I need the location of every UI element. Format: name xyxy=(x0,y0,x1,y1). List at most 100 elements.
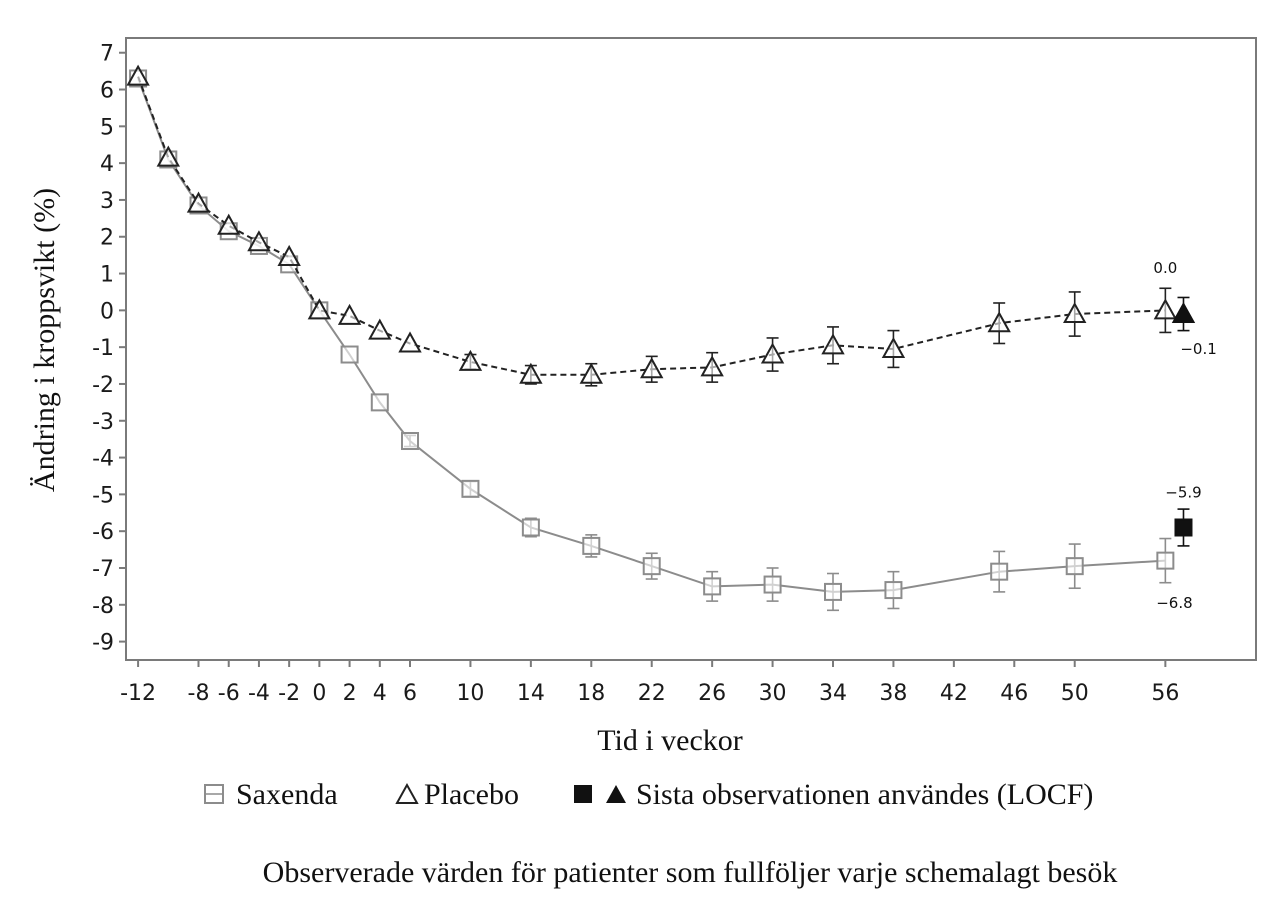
data-point-triangle xyxy=(1153,298,1178,320)
y-tick-label: 3 xyxy=(100,189,114,214)
x-tick-label: -6 xyxy=(218,681,240,706)
chart-caption: Observerade värden för patienter som ful… xyxy=(263,856,1118,889)
x-tick-label: 26 xyxy=(698,681,726,706)
data-point-square xyxy=(1156,551,1175,570)
data-point-triangle xyxy=(640,357,664,379)
x-tick-label: 18 xyxy=(577,681,605,706)
data-point-triangle xyxy=(126,64,150,86)
y-tick-label: 2 xyxy=(100,226,114,251)
x-tick-label: -8 xyxy=(188,681,210,706)
data-point-triangle xyxy=(579,362,603,384)
data-point-square xyxy=(582,536,601,555)
series-line xyxy=(137,76,1166,376)
series-placebo xyxy=(126,64,1178,387)
legend-symbol-filled-square xyxy=(574,785,592,803)
legend: Saxenda Placebo Sista observationen anvä… xyxy=(204,778,1093,811)
x-tick-label: 2 xyxy=(343,681,357,706)
x-tick-label: 10 xyxy=(456,681,484,706)
legend-item-locf: Sista observationen användes (LOCF) xyxy=(574,778,1093,811)
legend-label-locf: Sista observationen användes (LOCF) xyxy=(636,778,1093,811)
x-tick-label: 46 xyxy=(1000,681,1028,706)
value-annotation: −0.1 xyxy=(1180,340,1216,358)
y-tick-label: -6 xyxy=(92,520,114,545)
x-tick-label: 0 xyxy=(312,681,326,706)
data-point-triangle xyxy=(987,311,1011,333)
legend-symbol-filled-triangle xyxy=(606,785,626,803)
series-locf xyxy=(1171,296,1196,547)
legend-item-saxenda: Saxenda xyxy=(204,778,338,811)
data-point-triangle xyxy=(519,362,543,384)
data-point-triangle xyxy=(700,355,724,377)
data-point-square xyxy=(1065,557,1084,576)
y-tick-label: -8 xyxy=(92,594,114,619)
data-point-triangle xyxy=(458,349,483,371)
y-tick-label: 4 xyxy=(100,152,114,177)
data-point-triangle xyxy=(307,298,332,320)
y-tick-label: -9 xyxy=(92,631,114,656)
y-tick-label: 6 xyxy=(100,79,114,104)
series-layer xyxy=(126,64,1196,612)
x-tick-label: 56 xyxy=(1151,681,1179,706)
x-tick-label: -2 xyxy=(278,681,300,706)
data-point-triangle xyxy=(1063,301,1087,324)
legend-symbol-open-triangle xyxy=(395,782,419,804)
data-point-triangle xyxy=(881,336,906,358)
y-tick-label: -4 xyxy=(92,447,114,472)
x-tick-label: 14 xyxy=(517,681,545,706)
x-axis-ticks: -12 -8 -6 -4 -2 0 2 4 6 10 14 18 22 26 30 34 38 42 46 50 56 xyxy=(120,660,1179,706)
data-point-square xyxy=(521,518,540,537)
x-tick-label: -4 xyxy=(248,681,270,706)
data-point-square xyxy=(824,582,843,601)
y-tick-label: 5 xyxy=(100,115,114,140)
y-tick-label: -7 xyxy=(92,557,114,582)
y-axis-label: Ändring i kroppsvikt (%) xyxy=(28,188,61,492)
data-point-triangle xyxy=(217,213,241,235)
data-point-square xyxy=(703,577,722,596)
data-point-square xyxy=(461,479,480,498)
y-tick-label: 7 xyxy=(100,42,114,67)
y-tick-label: -3 xyxy=(92,410,114,435)
y-tick-label: -2 xyxy=(92,373,114,398)
x-tick-label: 38 xyxy=(879,681,907,706)
y-tick-label: 0 xyxy=(100,299,114,324)
data-point-square xyxy=(763,575,782,594)
x-axis-label: Tid i veckor xyxy=(597,724,743,757)
data-point-triangle xyxy=(821,333,845,355)
legend-label-placebo: Placebo xyxy=(424,778,519,811)
data-point-triangle xyxy=(760,342,785,364)
legend-item-placebo: Placebo xyxy=(395,778,519,811)
y-axis-ticks: 7 6 5 4 3 2 1 0 -1 -2 -3 -4 -5 -6 -7 -8 -9 xyxy=(92,42,126,656)
data-point-triangle xyxy=(277,244,301,266)
y-tick-label: -1 xyxy=(92,336,114,361)
x-tick-label: 50 xyxy=(1061,681,1089,706)
value-annotation: 0.0 xyxy=(1153,259,1177,277)
data-point-square xyxy=(340,345,359,364)
data-point-triangle xyxy=(337,303,362,325)
plot-frame xyxy=(125,37,1257,661)
data-point-square xyxy=(401,432,420,451)
y-tick-label: -5 xyxy=(92,483,114,508)
legend-label-saxenda: Saxenda xyxy=(236,778,338,811)
x-tick-label: 4 xyxy=(373,681,387,706)
x-tick-label: 42 xyxy=(940,681,968,706)
data-point-square xyxy=(884,581,903,600)
x-tick-label: 30 xyxy=(759,681,787,706)
locf-point-triangle xyxy=(1171,301,1196,324)
data-point-square xyxy=(990,562,1009,581)
data-point-triangle xyxy=(186,191,211,213)
x-tick-label: 34 xyxy=(819,681,847,706)
annotation-layer: 0.0 −0.1 −5.9 −6.8 xyxy=(1153,259,1216,612)
locf-point-square xyxy=(1174,518,1193,537)
x-tick-label: 6 xyxy=(403,681,417,706)
data-point-triangle xyxy=(398,331,422,353)
data-point-triangle xyxy=(368,318,392,340)
value-annotation: −6.8 xyxy=(1156,594,1192,612)
y-tick-label: 1 xyxy=(100,263,114,288)
data-point-square xyxy=(642,557,661,576)
value-annotation: −5.9 xyxy=(1165,484,1201,502)
data-point-triangle xyxy=(156,145,180,167)
x-tick-label: -12 xyxy=(120,681,156,706)
series-line xyxy=(137,78,1166,593)
x-tick-label: 22 xyxy=(638,681,666,706)
